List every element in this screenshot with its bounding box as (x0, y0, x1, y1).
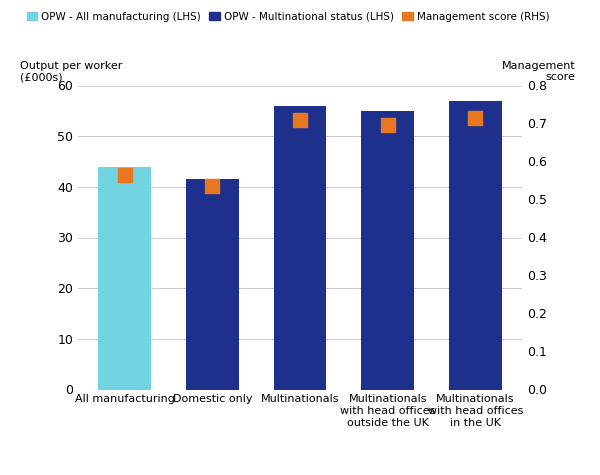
Bar (98, 167, 151, 390)
Text: Management
score: Management score (502, 61, 575, 83)
Bar (361, 111, 414, 390)
Point (295, 116, 305, 124)
Point (208, 182, 217, 190)
Bar (186, 179, 239, 390)
Point (383, 122, 392, 129)
Text: Output per worker
(£000s): Output per worker (£000s) (20, 61, 122, 83)
Bar (274, 106, 326, 390)
Bar (449, 101, 502, 390)
Point (120, 171, 130, 179)
Legend: OPW - All manufacturing (LHS), OPW - Multinational status (LHS), Management scor: OPW - All manufacturing (LHS), OPW - Mul… (22, 8, 554, 26)
Point (470, 114, 480, 122)
